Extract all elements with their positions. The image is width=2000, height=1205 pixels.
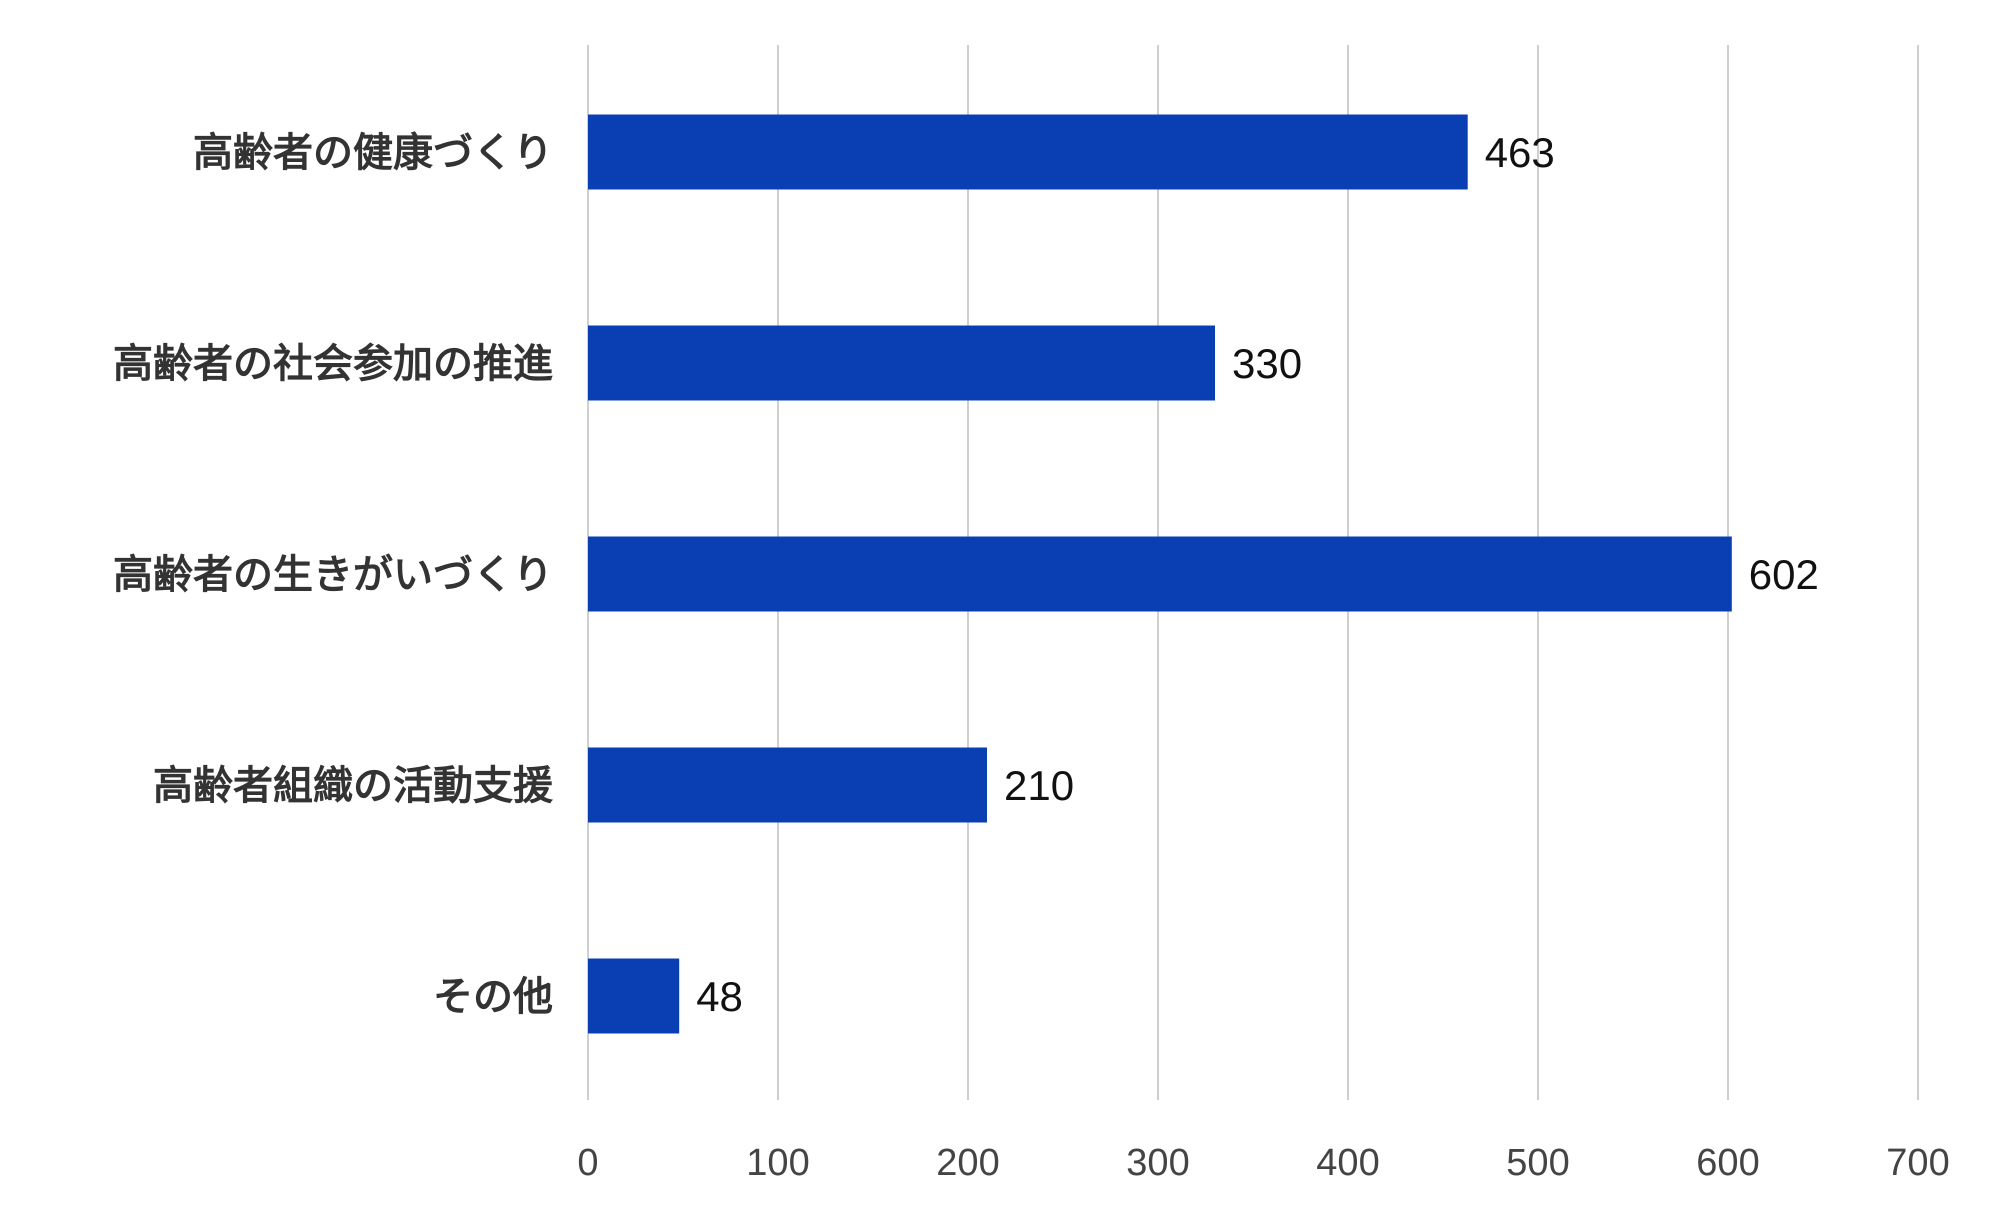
bar-3	[588, 747, 987, 823]
bar-2	[588, 536, 1732, 612]
data-label-1: 330	[1232, 340, 1302, 387]
category-label-3: 高齢者組織の活動支援	[153, 763, 554, 809]
data-label-0: 463	[1485, 129, 1555, 176]
category-label-2: 高齢者の生きがいづくり	[113, 552, 553, 598]
x-tick-label-100: 100	[746, 1142, 809, 1184]
data-labels: 463 330 602 210 48	[696, 129, 1819, 1020]
bar-4	[588, 958, 680, 1034]
x-tick-label-0: 0	[577, 1142, 598, 1184]
x-tick-label-300: 300	[1126, 1142, 1189, 1184]
data-label-3: 210	[1004, 762, 1074, 809]
category-label-1: 高齢者の社会参加の推進	[113, 341, 553, 387]
x-tick-label-200: 200	[936, 1142, 999, 1184]
x-tick-label-500: 500	[1506, 1142, 1569, 1184]
x-tick-label-600: 600	[1696, 1142, 1759, 1184]
category-label-0: 高齢者の健康づくり	[193, 130, 553, 176]
x-axis-tick-labels: 0 100 200 300 400 500 600 700	[577, 1142, 1949, 1184]
bars	[588, 114, 1732, 1034]
category-labels: 高齢者の健康づくり高齢者の社会参加の推進高齢者の生きがいづくり高齢者組織の活動支…	[113, 130, 554, 1020]
data-label-2: 602	[1749, 551, 1819, 598]
bar-0	[588, 114, 1468, 190]
data-label-4: 48	[696, 973, 743, 1020]
bar-1	[588, 325, 1215, 401]
category-label-4: その他	[433, 974, 553, 1020]
x-tick-label-700: 700	[1886, 1142, 1949, 1184]
x-tick-label-400: 400	[1316, 1142, 1379, 1184]
